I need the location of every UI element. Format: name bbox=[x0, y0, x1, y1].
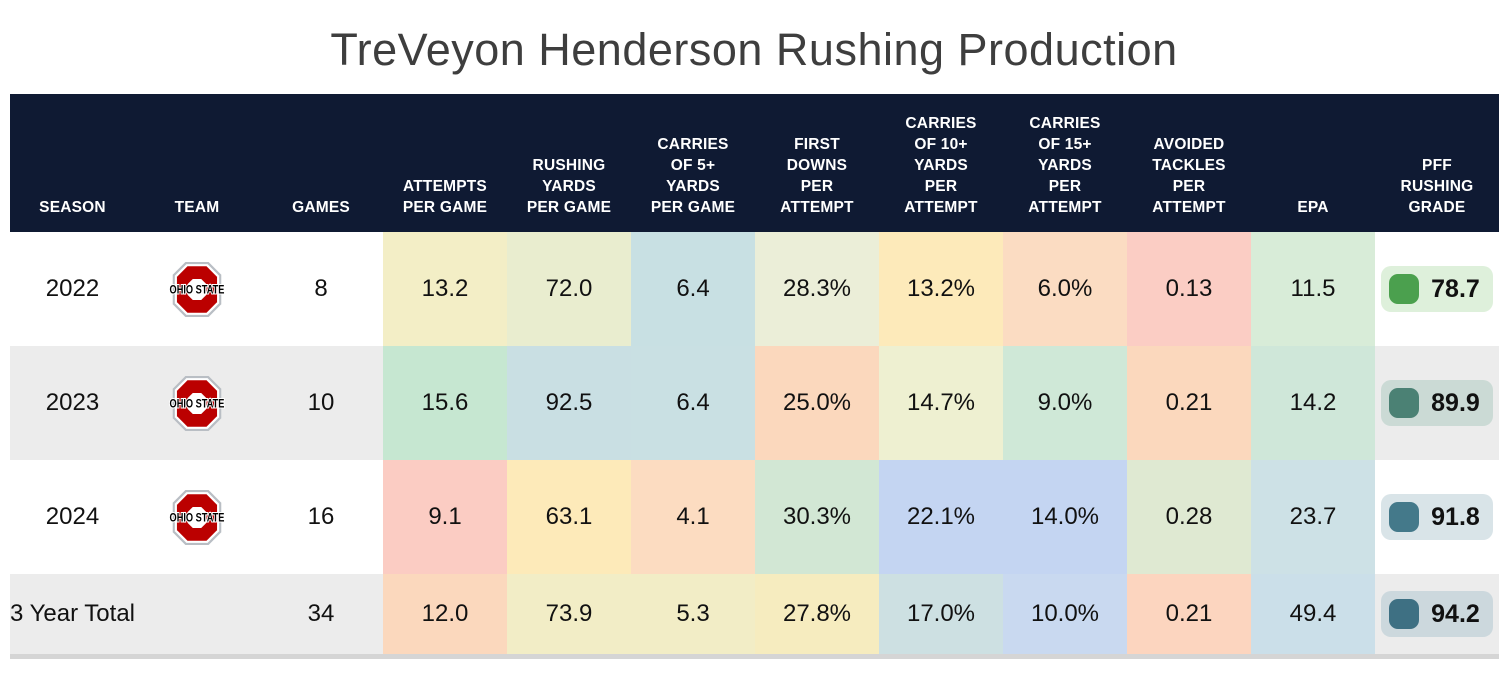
grade-value: 91.8 bbox=[1431, 503, 1480, 531]
carries-15plus-cell: 9.0% bbox=[1003, 346, 1127, 460]
carries-15plus-cell: 10.0% bbox=[1003, 574, 1127, 654]
attempts-per-game-cell: 9.1 bbox=[383, 460, 507, 574]
rushing-yards-cell: 72.0 bbox=[507, 232, 631, 346]
rushing-yards-cell: 63.1 bbox=[507, 460, 631, 574]
epa-cell: 23.7 bbox=[1251, 460, 1375, 574]
season-cell: 2024 bbox=[45, 503, 100, 530]
games-cell: 10 bbox=[259, 346, 383, 460]
table-row-2022: 2022 OHIO STATE 8 13.2 72.0 6.4 28.3% 13… bbox=[10, 232, 1499, 346]
table-bottom-border bbox=[10, 654, 1499, 659]
rushing-production-table: SEASON TEAM GAMES ATTEMPTS PER GAME RUSH… bbox=[10, 94, 1499, 654]
column-header-attempts: ATTEMPTS PER GAME bbox=[402, 178, 488, 216]
ohio-state-logo: OHIO STATE bbox=[169, 489, 225, 545]
games-cell: 16 bbox=[307, 503, 335, 530]
avoided-tackles-cell: 0.21 bbox=[1127, 346, 1251, 460]
carries-5plus-cell: 5.3 bbox=[631, 574, 755, 654]
rushing-yards-cell: 92.5 bbox=[507, 346, 631, 460]
column-header-carries-5plus: CARRIES OF 5+ YARDS PER GAME bbox=[650, 136, 736, 216]
carries-10plus-cell: 13.2% bbox=[879, 232, 1003, 346]
pff-grade-cell: 91.8 bbox=[1375, 460, 1499, 574]
ohio-state-logo: OHIO STATE bbox=[169, 261, 225, 317]
attempts-per-game-cell: 15.6 bbox=[383, 346, 507, 460]
ohio-state-logo-text: OHIO STATE bbox=[170, 282, 225, 296]
epa-cell: 14.2 bbox=[1251, 346, 1375, 460]
epa-cell: 11.5 bbox=[1251, 232, 1375, 346]
table-row-2024: 2024 OHIO STATE 16 9.1 63.1 4.1 30.3% 22… bbox=[10, 460, 1499, 574]
carries-15plus-cell: 14.0% bbox=[1003, 460, 1127, 574]
avoided-tackles-cell: 0.28 bbox=[1127, 460, 1251, 574]
column-header-epa: EPA bbox=[1297, 199, 1329, 216]
carries-10plus-cell: 22.1% bbox=[879, 460, 1003, 574]
carries-5plus-cell: 6.4 bbox=[631, 346, 755, 460]
column-header-team: TEAM bbox=[174, 199, 220, 216]
column-header-rushing-yards: RUSHING YARDS PER GAME bbox=[526, 157, 612, 216]
avoided-tackles-cell: 0.21 bbox=[1127, 574, 1251, 654]
pff-grade-cell: 78.7 bbox=[1375, 232, 1499, 346]
carries-15plus-cell: 6.0% bbox=[1003, 232, 1127, 346]
pff-grade-badge: 78.7 bbox=[1381, 266, 1493, 312]
ohio-state-logo-text: OHIO STATE bbox=[170, 396, 225, 410]
grade-color-swatch bbox=[1389, 274, 1420, 304]
games-cell: 8 bbox=[314, 275, 328, 302]
team-cell: OHIO STATE bbox=[135, 460, 259, 574]
grade-color-swatch bbox=[1389, 599, 1420, 629]
first-downs-cell: 30.3% bbox=[755, 460, 879, 574]
epa-cell: 49.4 bbox=[1251, 574, 1375, 654]
grade-color-swatch bbox=[1389, 502, 1420, 532]
table-row-2023: 2023 OHIO STATE 10 15.6 92.5 6.4 25.0% 1… bbox=[10, 346, 1499, 460]
rushing-yards-cell: 73.9 bbox=[507, 574, 631, 654]
pff-grade-badge: 89.9 bbox=[1381, 380, 1493, 426]
first-downs-cell: 28.3% bbox=[755, 232, 879, 346]
pff-grade-cell: 89.9 bbox=[1375, 346, 1499, 460]
team-cell bbox=[135, 574, 259, 654]
carries-5plus-cell: 4.1 bbox=[631, 460, 755, 574]
column-header-first-downs: FIRST DOWNS PER ATTEMPT bbox=[780, 136, 854, 216]
column-header-season: SEASON bbox=[39, 199, 106, 216]
grade-value: 78.7 bbox=[1431, 275, 1480, 303]
table-header-row: SEASON TEAM GAMES ATTEMPTS PER GAME RUSH… bbox=[10, 94, 1499, 232]
attempts-per-game-cell: 12.0 bbox=[383, 574, 507, 654]
grade-value: 89.9 bbox=[1431, 389, 1480, 417]
pff-grade-badge: 94.2 bbox=[1381, 591, 1493, 637]
table-row-total: 3 Year Total 34 12.0 73.9 5.3 27.8% 17.0… bbox=[10, 574, 1499, 654]
team-cell: OHIO STATE bbox=[135, 232, 259, 346]
ohio-state-logo: OHIO STATE bbox=[169, 375, 225, 431]
grade-value: 94.2 bbox=[1431, 600, 1480, 628]
attempts-per-game-cell: 13.2 bbox=[383, 232, 507, 346]
ohio-state-logo-text: OHIO STATE bbox=[170, 510, 225, 524]
pff-grade-badge: 91.8 bbox=[1381, 494, 1493, 540]
column-header-games: GAMES bbox=[292, 199, 350, 216]
column-header-pff-grade: PFF RUSHING GRADE bbox=[1400, 157, 1474, 216]
first-downs-cell: 25.0% bbox=[755, 346, 879, 460]
carries-5plus-cell: 6.4 bbox=[631, 232, 755, 346]
column-header-carries-10plus: CARRIES OF 10+ YARDS PER ATTEMPT bbox=[904, 115, 978, 216]
pff-grade-cell: 94.2 bbox=[1375, 574, 1499, 654]
carries-10plus-cell: 17.0% bbox=[879, 574, 1003, 654]
season-cell: 3 Year Total bbox=[10, 574, 135, 654]
column-header-carries-15plus: CARRIES OF 15+ YARDS PER ATTEMPT bbox=[1028, 115, 1102, 216]
first-downs-cell: 27.8% bbox=[755, 574, 879, 654]
season-cell: 2023 bbox=[10, 346, 135, 460]
page-title: TreVeyon Henderson Rushing Production bbox=[330, 24, 1178, 75]
team-cell: OHIO STATE bbox=[135, 346, 259, 460]
season-cell: 2022 bbox=[45, 275, 100, 302]
games-cell: 34 bbox=[259, 574, 383, 654]
avoided-tackles-cell: 0.13 bbox=[1127, 232, 1251, 346]
column-header-avoided-tackles: AVOIDED TACKLES PER ATTEMPT bbox=[1152, 136, 1226, 216]
grade-color-swatch bbox=[1389, 388, 1420, 418]
carries-10plus-cell: 14.7% bbox=[879, 346, 1003, 460]
